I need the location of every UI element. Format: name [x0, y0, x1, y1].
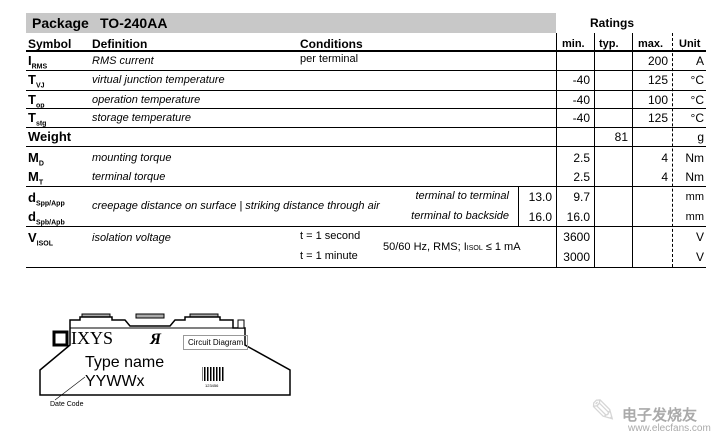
col-definition: Definition: [92, 37, 148, 51]
watermark-logo-icon: ✎: [590, 393, 617, 429]
col-conditions: Conditions: [300, 37, 363, 51]
isol-min-1: 3600: [563, 230, 590, 244]
symbol-d-spp: dSpp/App: [28, 190, 65, 208]
row-symbol: MT: [28, 169, 44, 187]
creepage-cond-1: terminal to terminal: [415, 190, 509, 202]
row-conditions: per terminal: [300, 53, 359, 65]
row-max: 125: [647, 111, 668, 125]
creepage-unit-1: mm: [685, 191, 704, 203]
isol-min-2: 3000: [563, 250, 590, 264]
isol-cond-2: t = 1 minute: [300, 250, 358, 262]
row-unit: A: [695, 54, 704, 68]
creepage-value-2: 16.0: [528, 210, 552, 224]
row-min: -40: [572, 111, 590, 125]
ul-mark-icon: Я: [149, 331, 162, 348]
row-unit: Nm: [685, 170, 704, 184]
row-unit: °C: [690, 93, 704, 107]
row-symbol: MD: [28, 150, 44, 168]
package-label: Package: [32, 15, 89, 31]
row-min: -40: [572, 93, 590, 107]
svg-text:Я: Я: [149, 331, 162, 348]
col-min: min.: [562, 38, 585, 50]
row-min: 2.5: [573, 170, 590, 184]
isol-unit-1: V: [695, 230, 704, 244]
row-min: 2.5: [573, 151, 590, 165]
watermark-url: www.elecfans.com: [628, 423, 711, 434]
row-definition: RMS current: [92, 55, 154, 67]
isol-cond-common: 50/60 Hz, RMS; IISOL ≤ 1 mA: [383, 241, 521, 253]
row-symbol: IRMS: [28, 53, 48, 71]
row-min: -40: [572, 73, 590, 87]
isol-definition: isolation voltage: [92, 232, 171, 244]
ixys-logo: IXYS: [71, 328, 114, 348]
row-max: 200: [647, 54, 668, 68]
isol-cond-1: t = 1 second: [300, 230, 361, 242]
row-typ: 81: [614, 130, 628, 144]
row-max: 100: [647, 93, 668, 107]
row-unit: g: [697, 130, 704, 144]
row-symbol: Top: [28, 92, 45, 110]
creepage-definition: creepage distance on surface | striking …: [92, 200, 380, 212]
row-definition: virtual junction temperature: [92, 74, 225, 86]
row-max: 4: [661, 170, 668, 184]
creepage-min-1: 9.7: [573, 190, 590, 204]
row-definition: mounting torque: [92, 152, 172, 164]
row-max: 4: [661, 151, 668, 165]
date-code-label: Date Code: [50, 401, 84, 408]
creepage-min-2: 16.0: [566, 210, 590, 224]
package-name: TO-240AA: [100, 15, 168, 31]
creepage-cond-2: terminal to backside: [411, 210, 509, 222]
barcode-icon: [202, 367, 224, 381]
ratings-label: Ratings: [590, 16, 635, 30]
col-max: max.: [638, 38, 664, 50]
package-header-bar: [26, 13, 556, 33]
col-typ: typ.: [599, 38, 619, 50]
ixys-logo-icon: [52, 330, 69, 347]
row-symbol: TVJ: [28, 72, 45, 90]
row-symbol: Tstg: [28, 110, 47, 128]
isol-unit-2: V: [695, 250, 704, 264]
watermark-text: 电子发烧友: [622, 407, 698, 424]
type-name: Type name: [85, 354, 165, 371]
row-max: 125: [647, 73, 668, 87]
circuit-diagram-box: Circuit Diagram: [183, 335, 249, 350]
row-symbol: Weight: [28, 129, 72, 144]
creepage-unit-2: mm: [685, 211, 704, 223]
symbol-visol: VISOL: [28, 230, 54, 248]
row-definition: operation temperature: [92, 94, 201, 106]
symbol-d-spb: dSpb/Apb: [28, 209, 65, 227]
col-symbol: Symbol: [28, 37, 72, 51]
barcode-number: 123456: [205, 383, 219, 388]
row-unit: °C: [690, 73, 704, 87]
date-field: YYWWx: [85, 373, 145, 390]
row-unit: Nm: [685, 151, 704, 165]
row-definition: storage temperature: [92, 112, 192, 124]
col-unit: Unit: [679, 38, 701, 50]
row-definition: terminal torque: [92, 171, 166, 183]
creepage-value-1: 13.0: [528, 190, 552, 204]
package-outline-drawing: Я: [39, 313, 291, 401]
row-unit: °C: [690, 111, 704, 125]
